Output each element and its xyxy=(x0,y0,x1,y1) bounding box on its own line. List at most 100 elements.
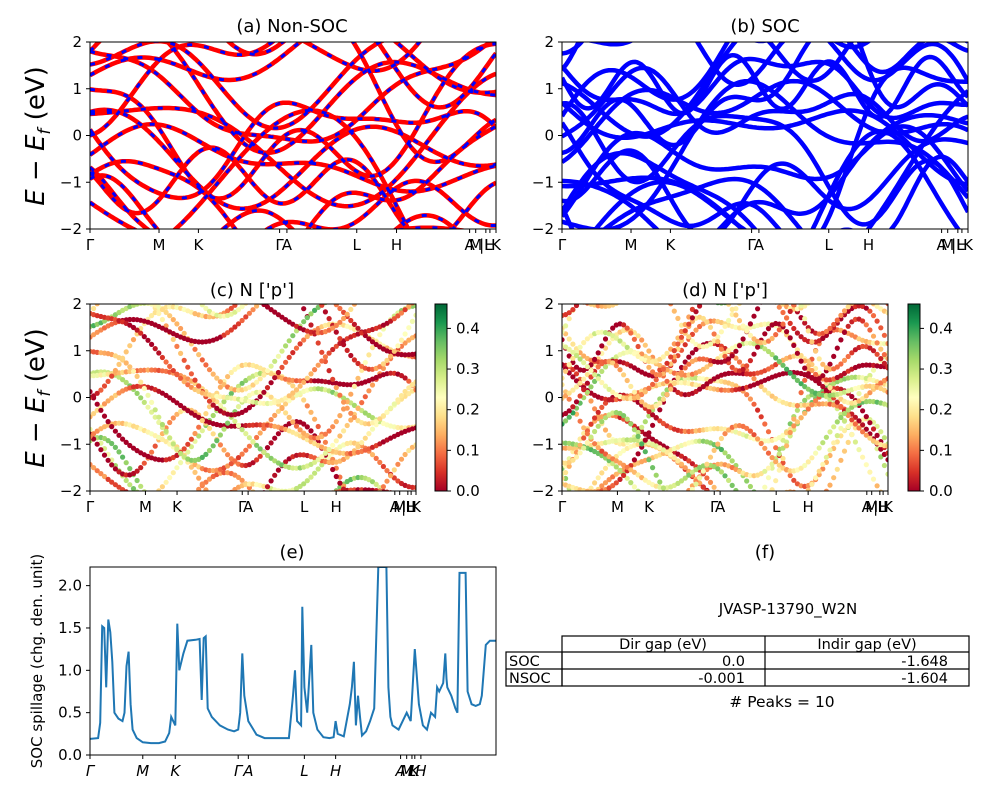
projection-point xyxy=(874,340,880,346)
projection-point xyxy=(668,258,673,263)
projection-point xyxy=(607,573,612,578)
projection-point xyxy=(373,481,379,487)
projection-point xyxy=(164,508,169,513)
projection-point xyxy=(127,316,133,323)
projection-point xyxy=(276,518,281,523)
projection-point xyxy=(715,237,720,242)
projection-point xyxy=(366,550,371,555)
projection-point xyxy=(290,383,296,389)
projection-point xyxy=(718,446,725,453)
projection-point xyxy=(733,518,738,523)
projection-point xyxy=(413,312,416,318)
projection-point xyxy=(391,467,397,473)
projection-point xyxy=(660,366,667,372)
projection-point xyxy=(381,253,386,258)
projection-point xyxy=(704,364,710,370)
projection-point xyxy=(718,329,725,335)
projection-point xyxy=(149,275,154,280)
projection-point xyxy=(196,352,202,358)
projection-point xyxy=(766,528,771,533)
projection-point xyxy=(856,297,861,302)
projection-point xyxy=(214,505,219,510)
panel-a-title: (a) Non-SOC xyxy=(236,16,347,37)
projection-point xyxy=(697,438,703,444)
projection-point xyxy=(210,431,216,437)
projection-point xyxy=(585,534,590,539)
projection-point xyxy=(138,269,143,274)
projection-point xyxy=(636,543,641,548)
projection-point xyxy=(206,476,213,482)
projection-point xyxy=(581,292,586,297)
projection-point xyxy=(574,508,579,513)
projection-point xyxy=(196,513,201,518)
band-line xyxy=(562,42,872,118)
panel-e-xtick-label: H xyxy=(415,762,426,780)
table-row-soc-indir: -1.648 xyxy=(901,654,948,670)
projection-point xyxy=(138,288,143,293)
projection-point xyxy=(784,281,789,286)
projection-point xyxy=(863,322,869,328)
projection-point xyxy=(98,262,103,267)
projection-point xyxy=(236,530,241,535)
projection-point xyxy=(603,243,608,248)
projection-point xyxy=(167,475,173,481)
projection-point xyxy=(326,316,332,322)
projection-point xyxy=(744,328,750,334)
projection-point xyxy=(741,255,746,260)
projection-point xyxy=(388,292,393,297)
projection-point xyxy=(290,419,296,425)
projection-point xyxy=(686,361,692,367)
projection-point xyxy=(631,427,638,433)
projection-point xyxy=(708,566,713,571)
projection-point xyxy=(635,472,641,478)
projection-point xyxy=(298,273,303,278)
projection-point xyxy=(243,407,249,413)
projection-point xyxy=(870,426,877,432)
projection-point xyxy=(109,462,115,468)
projection-point xyxy=(646,267,651,272)
panel-b-xtick-label: M xyxy=(941,236,954,254)
projection-point xyxy=(94,441,100,447)
projection-point xyxy=(199,454,205,460)
panel-d-xtick-label: A xyxy=(715,498,726,516)
projection-point xyxy=(106,230,111,235)
projection-point xyxy=(294,293,299,298)
projection-point xyxy=(788,265,793,270)
projection-point xyxy=(185,498,190,503)
projection-point xyxy=(849,431,855,438)
table-header-dir: Dir gap (eV) xyxy=(619,637,707,653)
projection-point xyxy=(805,328,811,334)
projection-point xyxy=(762,500,767,505)
projection-point xyxy=(675,501,680,506)
projection-point xyxy=(639,424,645,430)
projection-point xyxy=(98,407,104,413)
projection-point xyxy=(773,332,779,338)
projection-point xyxy=(770,287,775,292)
projection-point xyxy=(671,308,677,314)
projection-point xyxy=(791,423,797,429)
projection-point xyxy=(178,275,183,280)
projection-point xyxy=(341,399,347,405)
projection-point xyxy=(294,244,299,249)
panel-a-ytick-label: 2 xyxy=(72,33,82,51)
projection-point xyxy=(831,280,836,285)
projection-point xyxy=(283,268,288,273)
projection-point xyxy=(392,569,397,574)
projection-point xyxy=(882,280,887,285)
panel-d-xtick-label: M xyxy=(865,498,878,516)
projection-point xyxy=(258,496,263,501)
projection-point xyxy=(809,297,814,302)
projection-point xyxy=(607,290,612,295)
projection-point xyxy=(798,415,804,421)
projection-point xyxy=(120,282,125,287)
projection-point xyxy=(312,284,317,289)
projection-point xyxy=(257,430,263,436)
projection-point xyxy=(657,507,662,512)
projection-point xyxy=(120,246,125,251)
projection-point xyxy=(377,332,383,338)
projection-point xyxy=(333,304,339,308)
projection-point xyxy=(98,239,103,244)
projection-point xyxy=(707,361,714,367)
projection-point xyxy=(816,468,822,474)
projection-point xyxy=(131,262,136,267)
